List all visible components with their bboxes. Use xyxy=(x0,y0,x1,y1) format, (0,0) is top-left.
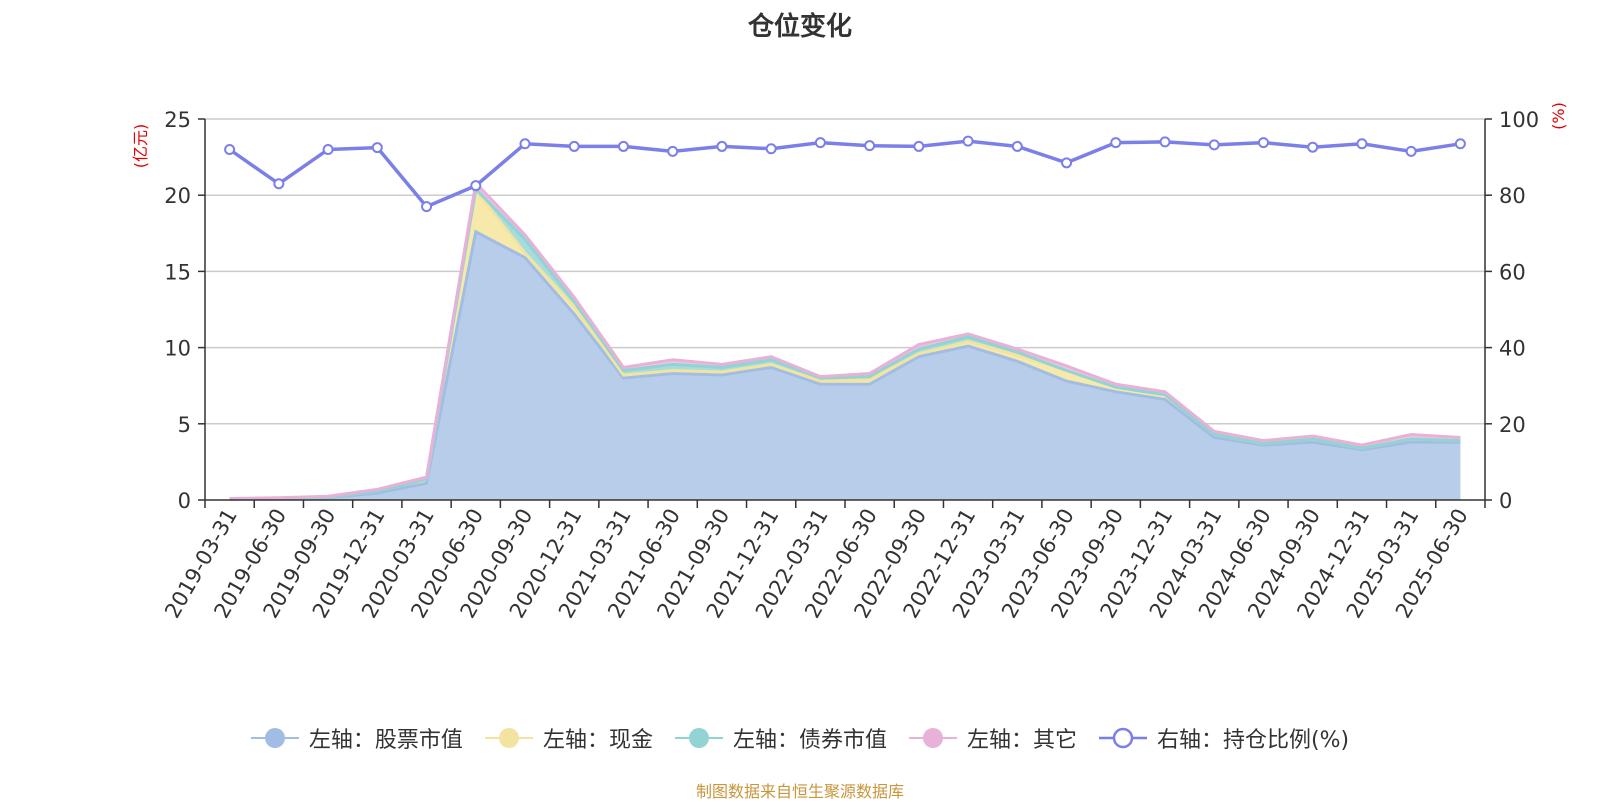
line-point xyxy=(617,140,629,152)
line-point xyxy=(1454,138,1466,150)
line-point xyxy=(864,140,876,152)
right-axis-tick-label: 40 xyxy=(1499,337,1526,361)
legend-label: 左轴：股票市值 xyxy=(308,728,463,753)
line-point xyxy=(568,140,580,152)
line-point xyxy=(1011,140,1023,152)
right-axis-tick-label: 0 xyxy=(1499,489,1512,513)
right-axis-tick-label: 80 xyxy=(1499,184,1526,208)
right-axis-tick-label: 100 xyxy=(1499,108,1539,132)
legend-swatch xyxy=(1098,727,1147,749)
legend-swatch xyxy=(674,728,723,748)
chart-legend: 左轴：股票市值 左轴：现金 左轴：债券市值 左轴：其它 右轴：持仓比例(%) xyxy=(0,722,1600,754)
legend-item[interactable]: 右轴：持仓比例(%) xyxy=(1098,722,1350,754)
left-axis-tick-label: 15 xyxy=(164,260,191,284)
line-point xyxy=(519,138,531,150)
position-ratio-line xyxy=(224,135,1466,213)
line-point xyxy=(667,145,679,157)
left-axis-tick-label: 0 xyxy=(178,489,191,513)
left-axis-tick-label: 25 xyxy=(164,108,191,132)
legend-label: 左轴：其它 xyxy=(966,728,1077,753)
line-point xyxy=(1307,141,1319,153)
legend-swatch xyxy=(250,728,299,748)
legend-swatch xyxy=(484,728,533,748)
legend-label: 左轴：现金 xyxy=(542,728,653,753)
line-point xyxy=(1061,157,1073,169)
legend-item[interactable]: 左轴：股票市值 xyxy=(250,722,463,754)
right-axis-tick-label: 20 xyxy=(1499,413,1526,437)
area-左轴：股票市值 xyxy=(229,231,1461,501)
legend-swatch-marker xyxy=(922,728,943,748)
line-point xyxy=(421,201,433,213)
line-point xyxy=(1257,137,1269,149)
line-point xyxy=(322,143,334,155)
line-右轴：持仓比例(%) xyxy=(228,139,1461,209)
stacked-areas xyxy=(229,179,1461,501)
left-axis-unit-label: (亿元) xyxy=(131,124,150,169)
left-axis-tick-label: 5 xyxy=(178,413,191,437)
legend-item[interactable]: 左轴：其它 xyxy=(908,722,1077,754)
legend-swatch xyxy=(908,728,957,748)
line-point xyxy=(913,140,925,152)
source-note: 制图数据来自恒生聚源数据库 xyxy=(695,782,904,801)
line-point xyxy=(814,137,826,149)
legend-swatch-marker xyxy=(498,728,519,748)
line-point xyxy=(962,135,974,147)
area-edge-左轴：其它 xyxy=(229,179,1461,500)
line-point xyxy=(1208,139,1220,151)
legend-label: 左轴：债券市值 xyxy=(732,728,887,753)
line-point xyxy=(1405,145,1417,157)
legend-swatch-marker xyxy=(688,728,709,748)
line-point xyxy=(470,180,482,192)
line-point xyxy=(716,140,728,152)
line-point xyxy=(224,143,236,155)
legend-label: 右轴：持仓比例(%) xyxy=(1156,728,1350,753)
chart-title: 仓位变化 xyxy=(747,12,852,42)
axes: 05101520250204060801002019-03-312019-06-… xyxy=(160,108,1539,622)
line-point xyxy=(1110,137,1122,149)
left-axis-tick-label: 10 xyxy=(164,337,191,361)
line-point xyxy=(1356,138,1368,150)
legend-item[interactable]: 左轴：现金 xyxy=(484,722,653,754)
line-point xyxy=(765,143,777,155)
line-point xyxy=(371,142,383,154)
right-axis-unit-label: (%) xyxy=(1549,102,1568,130)
left-axis-tick-label: 20 xyxy=(164,184,191,208)
legend-item[interactable]: 左轴：债券市值 xyxy=(674,722,887,754)
legend-swatch-marker xyxy=(1112,727,1134,749)
line-point xyxy=(1159,136,1171,148)
right-axis-tick-label: 60 xyxy=(1499,260,1526,284)
legend-swatch-marker xyxy=(264,728,285,748)
line-point xyxy=(273,178,285,190)
area-edge-左轴：股票市值 xyxy=(229,229,1461,501)
